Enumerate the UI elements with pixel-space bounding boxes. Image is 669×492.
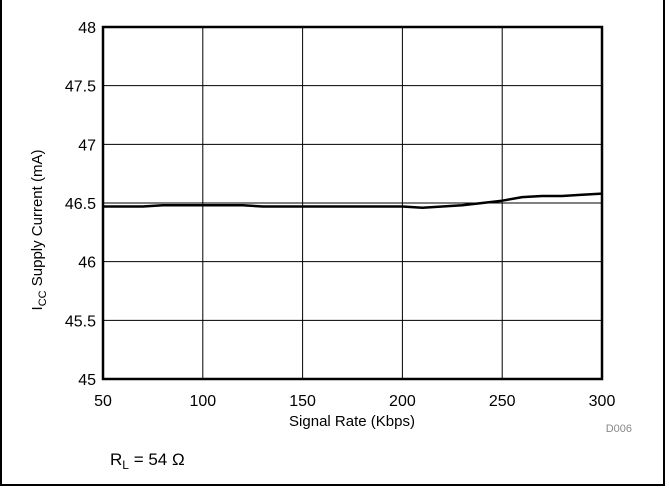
annotation-suffix: = 54 Ω <box>129 450 185 469</box>
y-axis-label-prefix: I <box>29 306 46 310</box>
x-axis-label: Signal Rate (Kbps) <box>289 413 415 430</box>
y-tick-label: 46.5 <box>65 196 96 213</box>
x-tick-label: 50 <box>94 393 112 410</box>
load-resistance-annotation: RL = 54 Ω <box>110 450 185 472</box>
x-tick-label: 100 <box>189 393 216 410</box>
annotation-subscript: L <box>122 458 129 472</box>
plot-area-frame <box>101 25 604 381</box>
y-axis-label-subscript: CC <box>37 290 49 306</box>
annotation-prefix: R <box>110 450 122 469</box>
y-tick-label: 48 <box>78 20 96 37</box>
series-line <box>103 192 603 209</box>
y-tick-labels: 45 45.5 46 46.5 47 47.5 48 <box>65 20 96 389</box>
y-tick-label: 45 <box>78 372 96 389</box>
x-tick-label: 250 <box>489 393 516 410</box>
y-tick-label: 46 <box>78 255 96 272</box>
y-axis-label-suffix: Supply Current (mA) <box>29 150 46 291</box>
x-tick-labels: 50 100 150 200 250 300 <box>94 393 615 410</box>
x-tick-label: 200 <box>389 393 416 410</box>
y-tick-label: 45.5 <box>65 313 96 330</box>
y-tick-label: 47.5 <box>65 79 96 96</box>
y-tick-label: 47 <box>78 137 96 154</box>
series-group <box>103 192 603 209</box>
x-tick-label: 300 <box>589 393 616 410</box>
y-axis-label: ICC Supply Current (mA) <box>29 150 49 311</box>
figure-id: D006 <box>606 423 632 435</box>
x-tick-label: 150 <box>289 393 316 410</box>
